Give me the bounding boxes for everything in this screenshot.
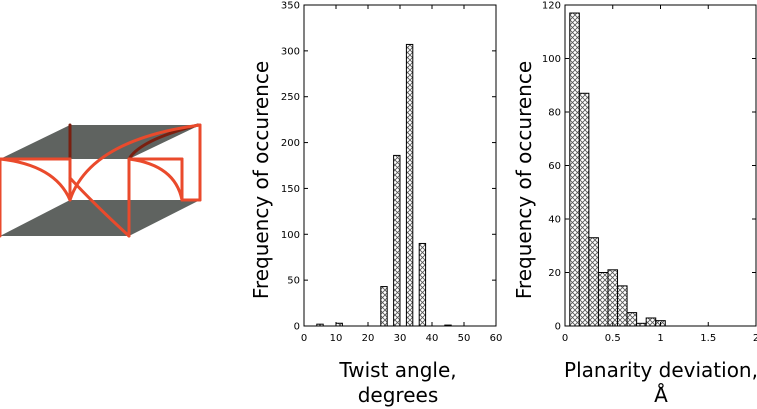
x-tick-label: 1.5 bbox=[700, 333, 716, 344]
histogram-bar bbox=[405, 43, 414, 327]
y-tick-label: 60 bbox=[548, 161, 561, 172]
histogram-bar bbox=[380, 286, 388, 327]
histogram-bar bbox=[645, 317, 657, 327]
histogram-bar bbox=[617, 285, 628, 327]
y-tick-label: 350 bbox=[281, 1, 300, 12]
right-arc bbox=[127, 157, 184, 202]
y-tick-label: 100 bbox=[281, 230, 300, 241]
y-tick-label: 250 bbox=[281, 92, 300, 103]
base-pair-step-diagram bbox=[0, 123, 202, 238]
x-tick-label: 60 bbox=[490, 333, 503, 344]
x-axis-title-line-2: degrees bbox=[358, 383, 439, 407]
x-axis-title-line-1: Twist angle, bbox=[338, 358, 456, 382]
histogram-bar bbox=[569, 12, 580, 327]
y-tick-label: 40 bbox=[548, 215, 561, 226]
diagonal-arc bbox=[68, 123, 202, 202]
x-axis-title-line-2: Å bbox=[654, 383, 668, 407]
x-axis-title-line-1: Planarity deviation, bbox=[564, 358, 757, 382]
y-tick-label: 80 bbox=[548, 108, 561, 119]
histogram-bar bbox=[597, 272, 609, 327]
lower-plate bbox=[0, 200, 200, 236]
y-tick-label: 150 bbox=[281, 184, 300, 195]
y-tick-label: 50 bbox=[287, 276, 300, 287]
x-tick-label: 50 bbox=[458, 333, 471, 344]
x-tick-label: 0.5 bbox=[605, 333, 621, 344]
histogram-bar bbox=[393, 154, 401, 327]
histogram-bar bbox=[588, 237, 599, 327]
x-tick-label: 0 bbox=[301, 333, 307, 344]
x-tick-label: 30 bbox=[394, 333, 407, 344]
histogram-bar bbox=[626, 312, 638, 327]
y-tick-label: 100 bbox=[542, 54, 561, 65]
y-tick-label: 120 bbox=[542, 1, 561, 12]
planarity-x-axis-title: Planarity deviation, Å bbox=[564, 358, 757, 407]
planarity-y-axis-title: Frequency of occurence bbox=[512, 61, 536, 299]
y-tick-label: 300 bbox=[281, 46, 300, 57]
y-tick-label: 20 bbox=[548, 268, 561, 279]
x-tick-label: 20 bbox=[362, 333, 375, 344]
twist-angle-histogram: 0 10 20 30 40 50 60 0 50 100 150 200 250 300 350 bbox=[281, 1, 502, 345]
x-tick-label: 40 bbox=[426, 333, 439, 344]
upper-plate bbox=[0, 125, 200, 159]
histogram-bar bbox=[578, 92, 590, 327]
x-tick-label: 1 bbox=[657, 333, 663, 344]
twist-angle-x-axis-title: Twist angle, degrees bbox=[338, 358, 456, 407]
left-arc bbox=[0, 157, 72, 202]
histogram-bar bbox=[418, 242, 427, 327]
y-tick-label: 200 bbox=[281, 138, 300, 149]
x-tick-label: 2 bbox=[753, 333, 757, 344]
x-tick-label: 0 bbox=[562, 333, 568, 344]
y-tick-label: 0 bbox=[555, 322, 561, 333]
y-tick-label: 0 bbox=[294, 322, 300, 333]
x-tick-label: 10 bbox=[330, 333, 343, 344]
twist-angle-y-axis-title: Frequency of occurence bbox=[249, 61, 273, 299]
histogram-bar bbox=[607, 269, 619, 327]
lower-diagonal-arc bbox=[68, 176, 131, 238]
